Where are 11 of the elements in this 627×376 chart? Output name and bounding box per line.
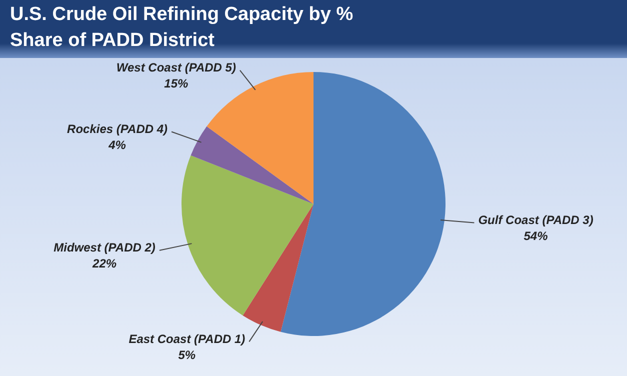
data-label: 15%: [164, 76, 188, 91]
data-label: 4%: [108, 138, 126, 152]
data-label: 5%: [178, 348, 196, 362]
slice-label: Rockies (PADD 4): [67, 122, 168, 136]
slice-label: East Coast (PADD 1): [128, 332, 246, 346]
slice-label: West Coast (PADD 5): [116, 60, 236, 75]
slice-label: Gulf Coast (PADD 3): [478, 213, 594, 228]
data-label: 54%: [524, 229, 548, 244]
slice-label: Midwest (PADD 2): [54, 240, 156, 255]
data-label: 22%: [92, 256, 117, 271]
chart-title: U.S. Crude Oil Refining Capacity by % Share of PADD District: [10, 3, 354, 53]
